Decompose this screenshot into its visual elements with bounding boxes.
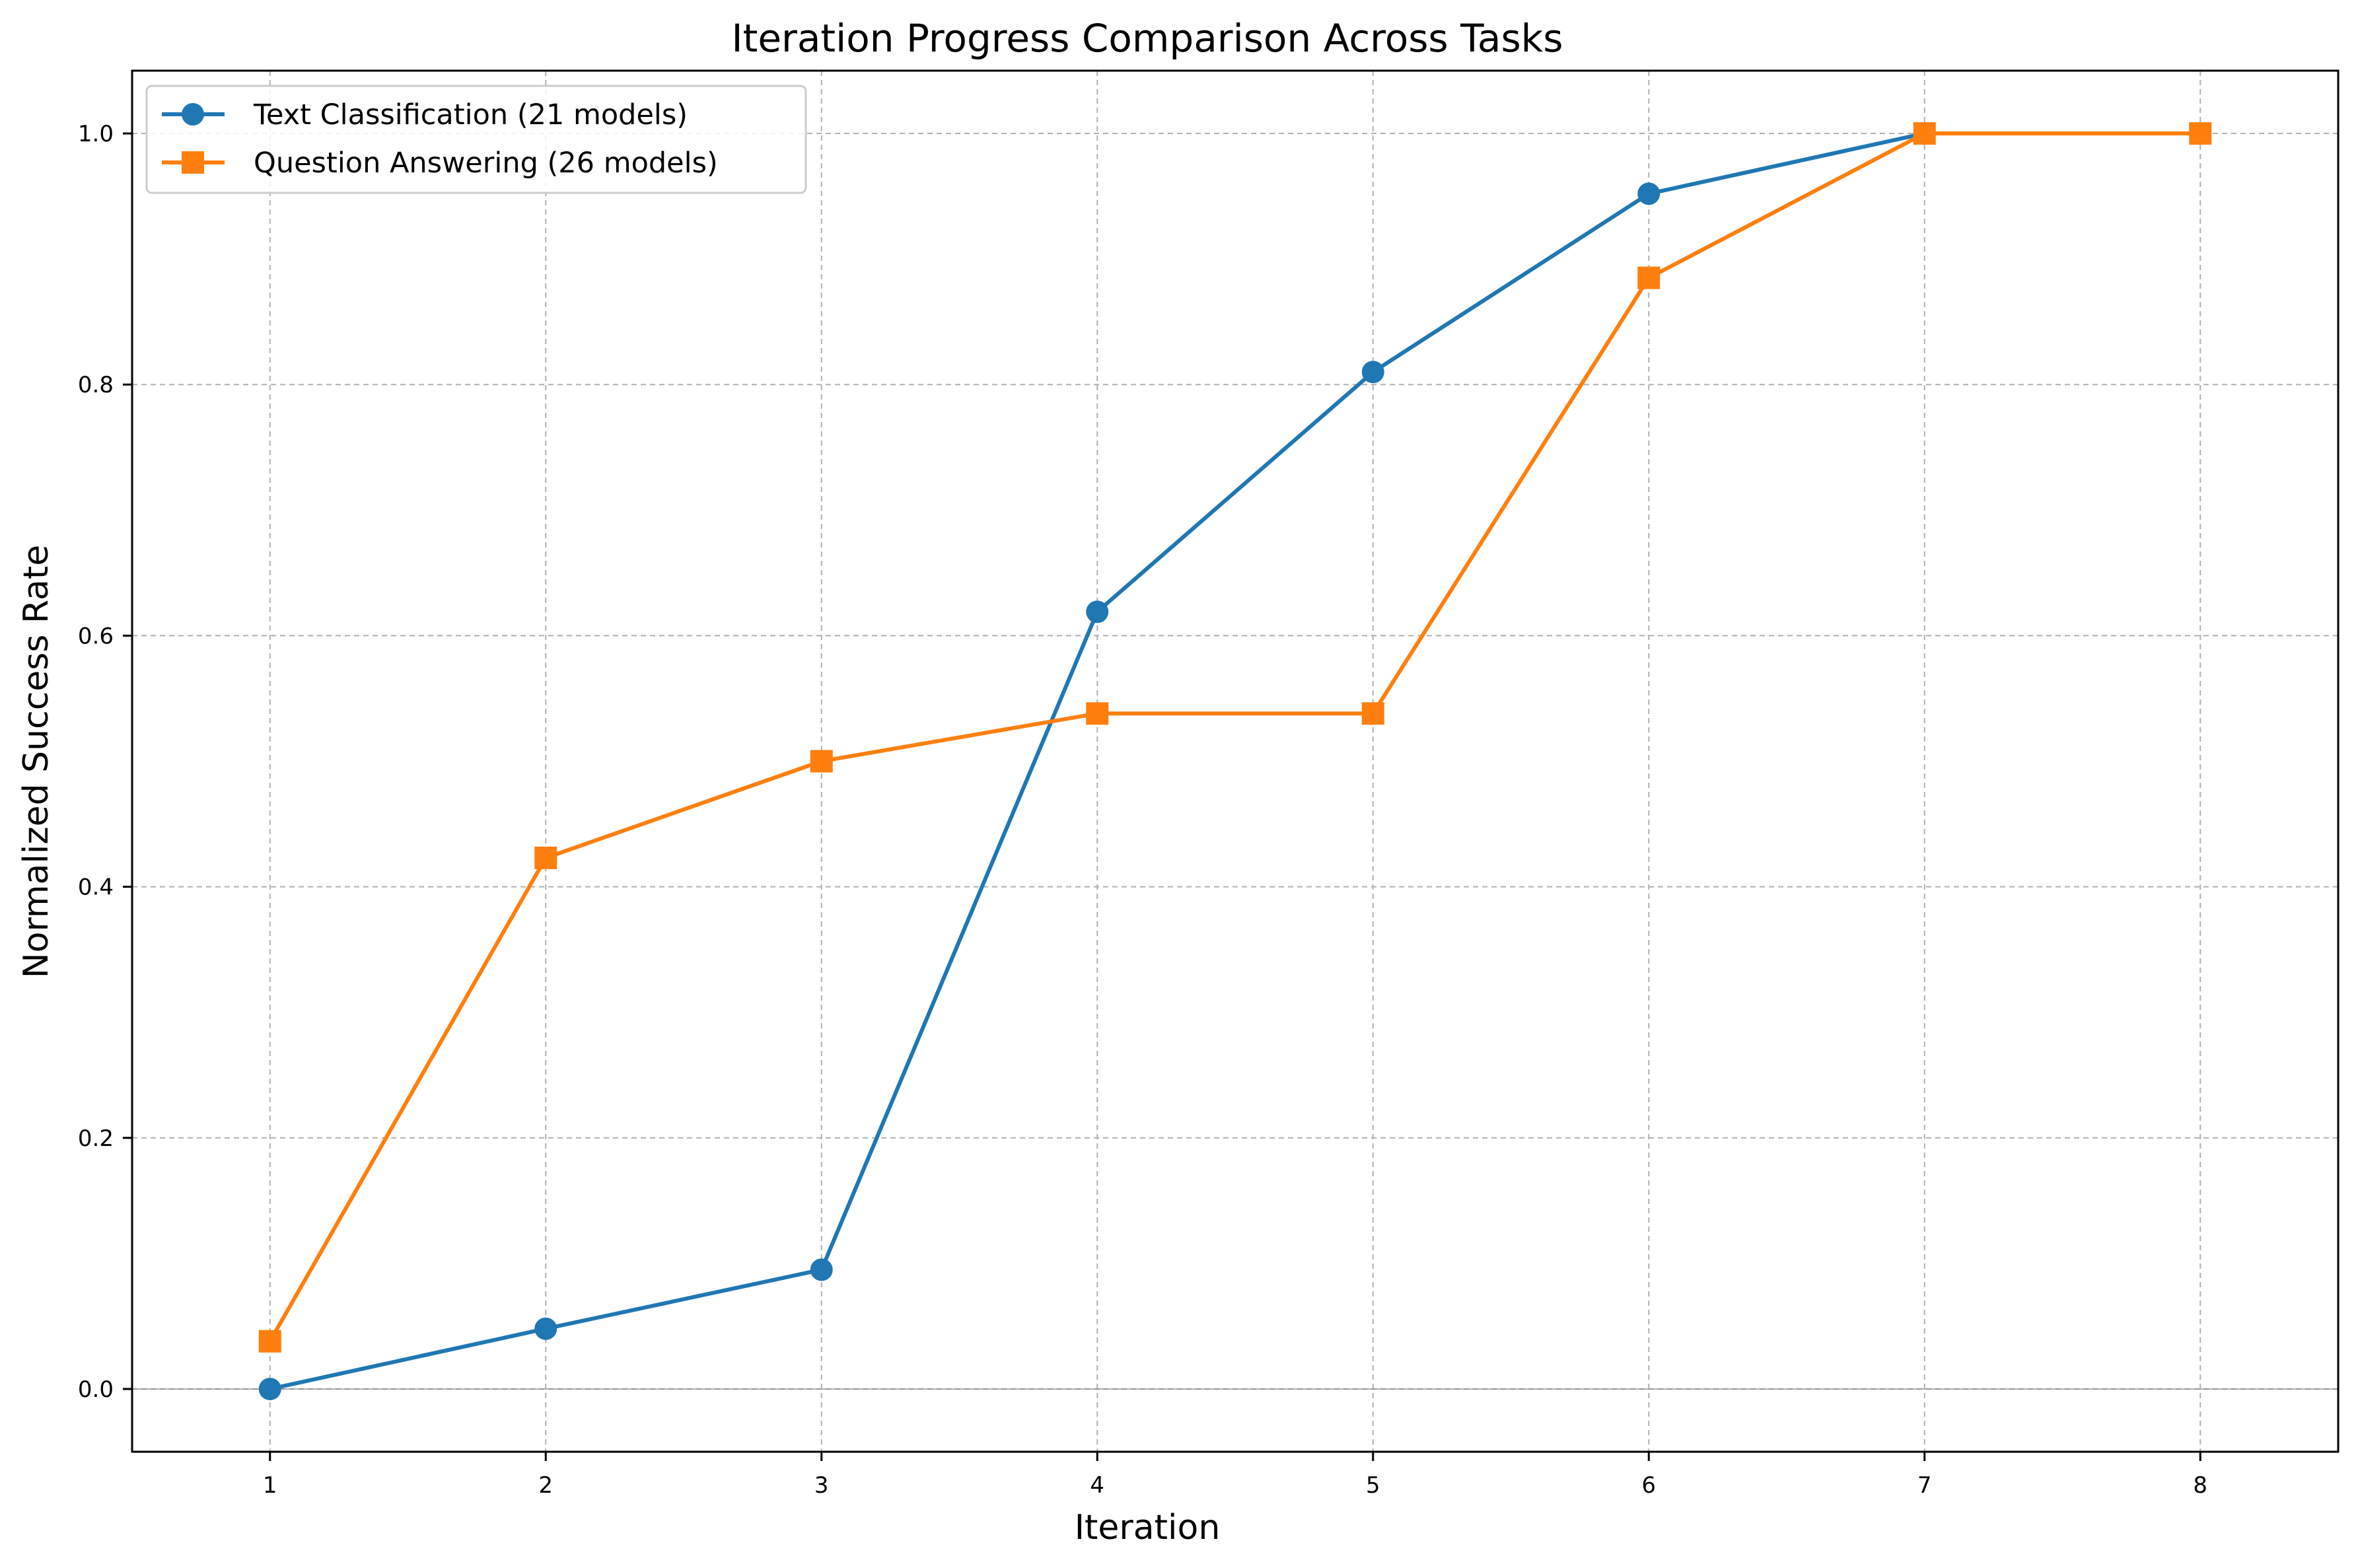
data-point-question-answering: [1637, 266, 1661, 289]
data-point-text-classification: [1086, 600, 1109, 624]
x-tick-label: 2: [538, 1472, 553, 1499]
plot-frame: [131, 69, 2340, 1453]
y-tick-label: 0.6: [78, 623, 114, 649]
x-tick-label: 7: [1917, 1472, 1932, 1499]
x-tick-label: 3: [814, 1472, 829, 1499]
legend: Text Classification (21 models) Question…: [145, 85, 807, 194]
x-tick-label: 6: [1641, 1472, 1656, 1499]
legend-label-question-answering: Question Answering (26 models): [254, 147, 718, 180]
data-point-text-classification: [534, 1317, 557, 1340]
legend-marker-circle-icon: [182, 103, 204, 125]
legend-entry-text-classification: Text Classification (21 models): [162, 98, 688, 131]
x-tick-label: 4: [1090, 1472, 1104, 1499]
data-point-question-answering: [1913, 122, 1936, 145]
tick-layer: 1 2 3 4 5 6 7 8 0.0 0.2 0.4 0.6 0.8 1.0: [78, 121, 2207, 1499]
chart-title: Iteration Progress Comparison Across Tas…: [732, 16, 1563, 61]
legend-label-text-classification: Text Classification (21 models): [253, 98, 688, 131]
series-layer: [258, 122, 2212, 1400]
legend-marker-square-icon: [182, 151, 204, 174]
data-point-question-answering: [810, 750, 833, 773]
y-axis-title: Normalized Success Rate: [17, 545, 56, 979]
legend-box: [145, 85, 807, 194]
data-point-question-answering: [1086, 702, 1109, 725]
x-axis-title: Iteration: [1075, 1508, 1221, 1548]
x-tick-label: 8: [2193, 1472, 2207, 1499]
legend-entry-question-answering: Question Answering (26 models): [162, 147, 718, 180]
series-line-question-answering: [268, 131, 2201, 1343]
x-tick-label: 5: [1366, 1472, 1380, 1499]
data-point-text-classification: [1637, 182, 1661, 205]
grid-layer: [132, 71, 2338, 1452]
data-point-text-classification: [810, 1258, 833, 1281]
data-point-text-classification: [258, 1377, 281, 1400]
y-tick-label: 1.0: [78, 121, 114, 147]
x-tick-label: 1: [263, 1472, 277, 1499]
y-tick-label: 0.0: [78, 1376, 114, 1403]
y-tick-label: 0.2: [78, 1125, 114, 1152]
data-point-question-answering: [1361, 702, 1384, 725]
data-point-text-classification: [1361, 361, 1384, 384]
data-point-question-answering: [258, 1330, 281, 1353]
y-tick-label: 0.8: [78, 372, 114, 398]
y-tick-label: 0.4: [78, 874, 114, 901]
data-point-question-answering: [2189, 122, 2212, 145]
data-point-question-answering: [534, 846, 557, 869]
